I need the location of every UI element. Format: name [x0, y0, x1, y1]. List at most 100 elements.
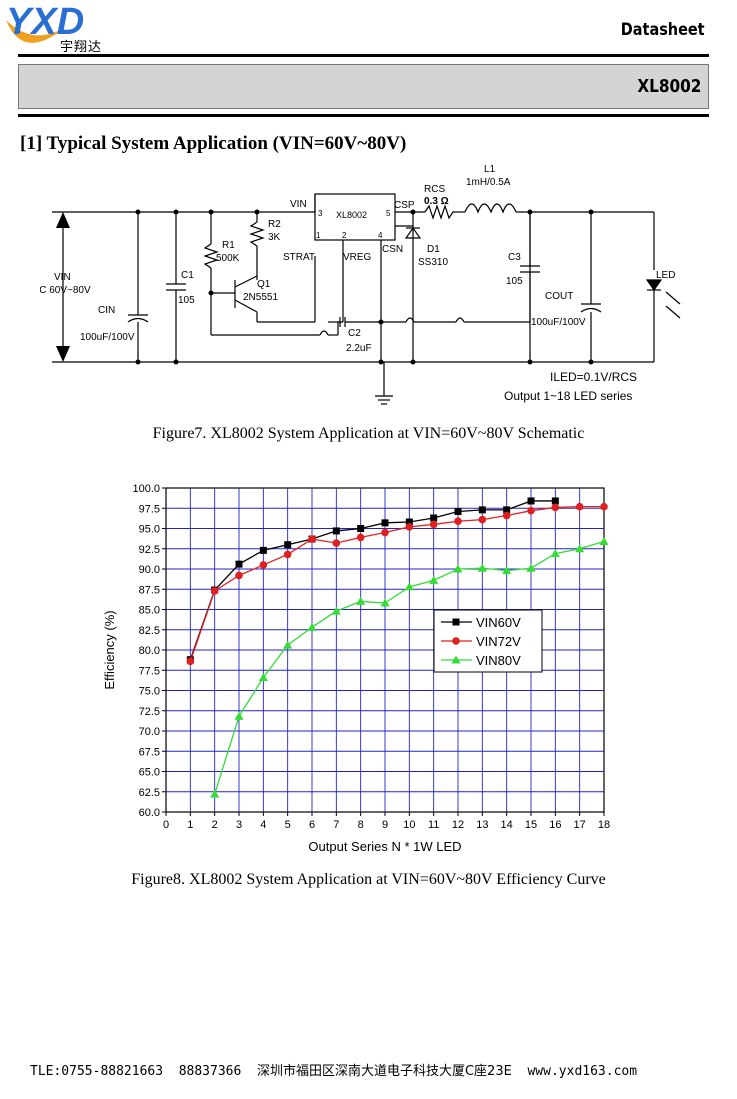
pin2-label: 2	[342, 231, 347, 240]
legend-marker	[451, 655, 461, 664]
data-point	[478, 515, 487, 524]
data-point	[332, 527, 340, 535]
data-point	[235, 560, 243, 568]
data-point	[186, 657, 195, 666]
cin-value: 100uF/100V	[80, 332, 135, 343]
data-point	[259, 561, 268, 569]
efficiency-chart: 0 1 2 3 4 5 6 7 8 9 10 11 12 13 14 15 16 17 1860.062.565.0…	[102, 483, 610, 854]
x-tick-label: 17	[574, 819, 586, 831]
y-tick-label: 75.0	[139, 686, 160, 698]
document-type: Datasheet	[621, 20, 705, 40]
data-point	[575, 544, 585, 553]
pin-vin-label: VIN	[290, 199, 307, 210]
logo-chinese-name: 宇翔达	[60, 40, 103, 55]
x-tick-label: 13	[476, 819, 488, 831]
title-rule	[18, 114, 709, 117]
pin-csn-label: CSN	[382, 244, 403, 255]
y-tick-label: 67.5	[139, 746, 160, 758]
pin1-label: 1	[316, 231, 321, 240]
data-point	[600, 502, 608, 511]
schematic-diagram: VIN DC 60V~80V CIN 100uF/100V C1 105 R1 …	[40, 164, 681, 405]
pin-vreg-label: VREG	[343, 252, 372, 263]
data-point	[258, 673, 268, 682]
footer-phone: TLE:0755-88821663 88837366	[30, 1064, 242, 1079]
led-label: LED	[656, 270, 675, 281]
x-tick-label: 10	[403, 819, 415, 831]
data-point	[502, 511, 511, 520]
r2-label: R2	[268, 219, 281, 230]
x-tick-label: 6	[309, 819, 315, 831]
cin-label: CIN	[98, 305, 115, 316]
x-tick-label: 4	[260, 819, 266, 831]
section-title: [1] Typical System Application (VIN=60V~…	[20, 133, 407, 154]
y-tick-label: 60.0	[139, 807, 160, 819]
data-point	[405, 518, 413, 526]
pin3-label: 3	[318, 209, 323, 218]
data-point	[307, 622, 317, 631]
data-point	[454, 507, 462, 515]
data-point	[404, 582, 414, 591]
data-point	[381, 528, 389, 537]
legend-label: VIN80V	[476, 653, 521, 668]
y-tick-label: 85.0	[139, 605, 160, 617]
data-point	[357, 525, 365, 532]
c2-label: C2	[348, 328, 361, 339]
c2-value: 2.2uF	[346, 343, 372, 354]
data-point	[527, 506, 535, 515]
data-point	[502, 566, 512, 575]
c3-label: C3	[508, 252, 521, 263]
d1-value: SS310	[418, 257, 448, 268]
y-tick-label: 65.0	[139, 767, 160, 779]
y-tick-label: 100.0	[132, 483, 160, 495]
x-tick-label: 0	[163, 819, 169, 831]
legend-label: VIN60V	[476, 615, 521, 630]
d1-label: D1	[427, 244, 440, 255]
data-point	[477, 563, 487, 572]
legend-label: VIN72V	[476, 634, 521, 649]
y-tick-label: 70.0	[139, 726, 160, 738]
pin4-label: 4	[378, 231, 383, 240]
y-tick-label: 77.5	[139, 665, 160, 677]
logo-text: YXD	[6, 1, 84, 43]
x-tick-label: 12	[452, 819, 464, 831]
legend-item: VIN60V	[441, 615, 521, 630]
data-point	[453, 564, 463, 573]
ic-name: XL8002	[336, 210, 367, 220]
q1-label: Q1	[257, 279, 271, 290]
x-tick-label: 8	[358, 819, 364, 831]
legend-marker	[452, 618, 460, 626]
x-axis-label: Output Series N * 1W LED	[308, 839, 461, 854]
legend-marker	[452, 637, 460, 645]
l1-label: L1	[484, 164, 496, 175]
figure8-caption: Figure8. XL8002 System Application at VI…	[131, 871, 606, 888]
x-tick-label: 15	[525, 819, 537, 831]
c1-value: 105	[178, 295, 195, 306]
data-point	[381, 519, 389, 527]
data-point	[308, 535, 316, 543]
data-point	[429, 520, 438, 529]
data-point	[356, 596, 366, 605]
pin-strat-label: STRAT	[283, 252, 315, 263]
x-tick-label: 1	[187, 819, 193, 831]
series-vin72v	[186, 502, 608, 666]
x-tick-label: 14	[501, 819, 513, 831]
data-point	[331, 606, 341, 615]
footer-website: www.yxd163.com	[527, 1064, 638, 1079]
y-tick-label: 80.0	[139, 645, 160, 657]
rcs-label: RCS	[424, 184, 445, 195]
x-tick-label: 11	[428, 819, 439, 831]
r2-value: 3K	[268, 232, 281, 243]
series-line	[189, 505, 604, 662]
data-point	[283, 640, 293, 649]
data-point	[356, 533, 365, 542]
data-point	[210, 587, 219, 595]
vin-label: VIN	[54, 272, 71, 283]
legend: VIN60V VIN72V VIN80V	[433, 609, 543, 673]
data-point	[526, 563, 536, 572]
data-point	[259, 546, 267, 554]
data-point	[429, 575, 439, 584]
x-tick-label: 9	[382, 819, 388, 831]
y-tick-label: 95.0	[139, 524, 160, 536]
cout-label: COUT	[545, 291, 573, 302]
x-tick-label: 2	[212, 819, 218, 831]
